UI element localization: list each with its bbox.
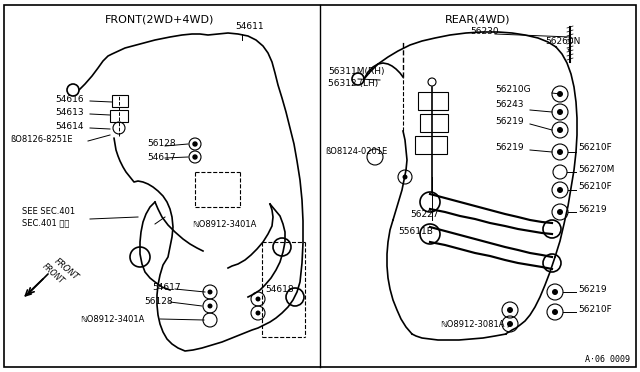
Text: 56128: 56128 [144,297,173,306]
Text: 56219: 56219 [578,285,607,294]
Circle shape [193,142,197,146]
Text: 56219: 56219 [495,143,524,152]
Text: FRONT: FRONT [40,262,65,286]
Circle shape [255,296,260,301]
Bar [420,114,448,132]
Text: FRONT(2WD+4WD): FRONT(2WD+4WD) [106,14,214,24]
Text: 56219: 56219 [495,117,524,126]
Text: 54618: 54618 [265,285,294,294]
Circle shape [255,311,260,315]
Circle shape [193,155,197,159]
Circle shape [557,127,563,133]
Bar [415,136,447,154]
Text: 56230: 56230 [470,27,499,36]
Circle shape [403,174,408,180]
Text: ßO8126-8251E: ßO8126-8251E [10,135,72,144]
Text: 54613: 54613 [55,108,84,117]
Text: FRONT: FRONT [52,257,80,282]
Circle shape [207,304,212,308]
Text: ℕO8912-3081A: ℕO8912-3081A [440,320,504,329]
Text: 55611B: 55611B [398,227,433,236]
Circle shape [507,321,513,327]
Text: 54611: 54611 [235,22,264,31]
Text: 56128: 56128 [147,139,175,148]
Text: 54616: 54616 [55,95,84,104]
Text: 56210G: 56210G [495,85,531,94]
Text: 56243: 56243 [495,100,524,109]
Text: 56210F: 56210F [578,143,612,152]
Circle shape [507,307,513,313]
Circle shape [207,289,212,295]
Text: 56210F: 56210F [578,305,612,314]
Text: ßO8124-0201E: ßO8124-0201E [325,147,387,156]
Text: 56311M(RH): 56311M(RH) [328,67,385,76]
Circle shape [552,289,558,295]
Circle shape [552,309,558,315]
Text: 56260N: 56260N [545,37,580,46]
Text: A·06 0009: A·06 0009 [585,356,630,365]
Text: 54617: 54617 [152,283,180,292]
Text: ℕO8912-3401A: ℕO8912-3401A [80,315,145,324]
Bar [110,110,128,122]
Text: 56312 (LH): 56312 (LH) [328,79,378,88]
Text: 56210F: 56210F [578,182,612,191]
Circle shape [557,109,563,115]
Circle shape [557,149,563,155]
Text: 56270M: 56270M [578,165,614,174]
Text: ℕO8912-3401A: ℕO8912-3401A [192,220,257,229]
Bar [418,92,448,110]
Text: 56219: 56219 [578,205,607,214]
Text: SEE SEC.401: SEE SEC.401 [22,207,75,216]
Text: 54614: 54614 [55,122,83,131]
Text: SEC.401 参照: SEC.401 参照 [22,218,69,227]
Circle shape [557,209,563,215]
Circle shape [557,91,563,97]
Circle shape [557,187,563,193]
Text: 56227: 56227 [410,210,438,219]
Text: REAR(4WD): REAR(4WD) [445,14,511,24]
Bar [112,95,128,107]
Text: 54617: 54617 [147,153,175,162]
